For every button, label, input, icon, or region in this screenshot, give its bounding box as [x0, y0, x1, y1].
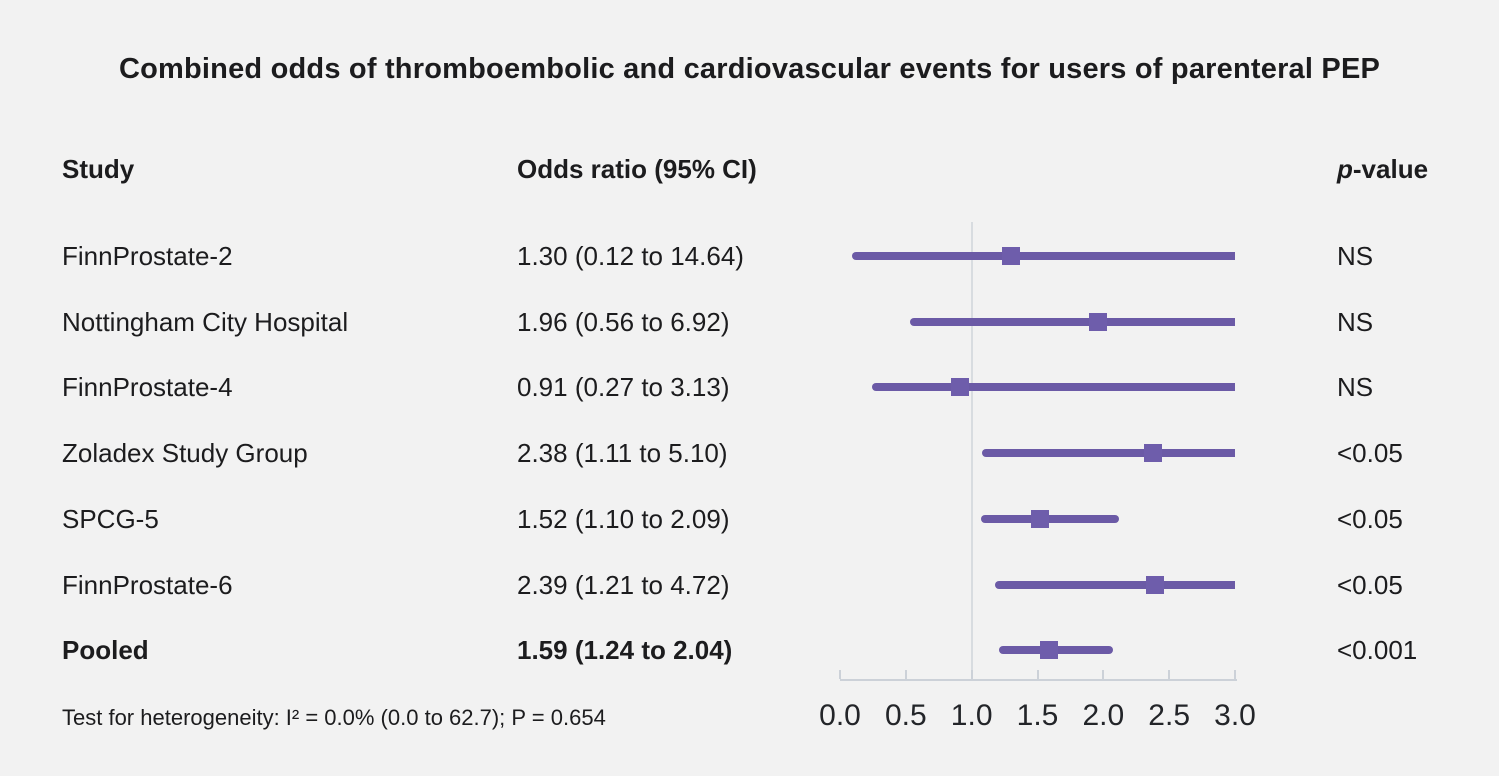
- study-label: Pooled: [62, 635, 149, 665]
- ci-line: [995, 581, 1235, 589]
- study-label: FinnProstate-2: [62, 241, 233, 271]
- x-axis-tick-label: 2.0: [1082, 699, 1125, 732]
- study-label: FinnProstate-6: [62, 570, 233, 600]
- p-value: <0.05: [1337, 504, 1403, 534]
- or-marker: [1144, 444, 1163, 462]
- column-header-study: Study: [62, 154, 135, 184]
- study-label: Zoladex Study Group: [62, 438, 308, 468]
- p-value: NS: [1337, 372, 1374, 402]
- study-label: FinnProstate-4: [62, 372, 233, 402]
- p-value-header-rest: -value: [1352, 154, 1429, 184]
- x-axis-tick-label: 2.5: [1148, 699, 1191, 732]
- figure-title: Combined odds of thromboembolic and card…: [118, 53, 1381, 85]
- x-axis-tick: [970, 670, 973, 679]
- x-axis-tick: [839, 670, 841, 679]
- x-axis-tick: [1234, 670, 1236, 679]
- odds-ratio-value: 2.39 (1.21 to 4.72): [517, 570, 730, 600]
- p-value: NS: [1337, 307, 1374, 337]
- column-header-p-value: p-value: [1337, 152, 1428, 186]
- or-marker: [1145, 576, 1164, 594]
- x-axis-tick-label: 1.0: [950, 699, 993, 732]
- p-value: <0.001: [1337, 635, 1418, 665]
- ci-line: [980, 515, 1120, 523]
- p-value-header-italic-p: p: [1337, 154, 1353, 184]
- study-label: Nottingham City Hospital: [62, 307, 349, 337]
- odds-ratio-value: 1.96 (0.56 to 6.92): [517, 307, 730, 337]
- x-axis-tick: [904, 670, 907, 679]
- or-marker: [1089, 313, 1108, 331]
- x-axis-tick-label: 0.5: [884, 699, 927, 732]
- heterogeneity-note: Test for heterogeneity: I² = 0.0% (0.0 t…: [62, 705, 606, 730]
- p-value: <0.05: [1337, 570, 1403, 600]
- x-axis-tick: [1168, 670, 1171, 679]
- p-value: <0.05: [1337, 438, 1403, 468]
- x-axis-tick: [1102, 670, 1105, 679]
- or-marker: [1031, 510, 1050, 528]
- column-header-odds-ratio: Odds ratio (95% CI): [517, 154, 757, 184]
- ci-line: [982, 449, 1235, 457]
- x-axis-tick-label: 0.0: [819, 699, 861, 732]
- x-axis-tick-label: 1.5: [1016, 699, 1059, 732]
- odds-ratio-value: 0.91 (0.27 to 3.13): [517, 372, 730, 402]
- study-label: SPCG-5: [62, 504, 159, 534]
- x-axis-line: [840, 679, 1237, 681]
- ci-line: [909, 318, 1235, 326]
- odds-ratio-value: 1.30 (0.12 to 14.64): [517, 241, 744, 271]
- pooled-or-marker: [1040, 641, 1059, 659]
- x-axis-tick: [1036, 670, 1039, 679]
- odds-ratio-value: 1.59 (1.24 to 2.04): [517, 635, 733, 665]
- reference-line: [970, 222, 973, 681]
- odds-ratio-value: 1.52 (1.10 to 2.09): [517, 504, 730, 534]
- or-marker: [950, 378, 969, 396]
- odds-ratio-value: 2.38 (1.11 to 5.10): [517, 438, 728, 468]
- x-axis-tick-label: 3.0: [1214, 699, 1256, 732]
- ci-line: [871, 383, 1235, 391]
- p-value: NS: [1337, 241, 1374, 271]
- ci-line: [851, 252, 1235, 260]
- or-marker: [1002, 247, 1021, 265]
